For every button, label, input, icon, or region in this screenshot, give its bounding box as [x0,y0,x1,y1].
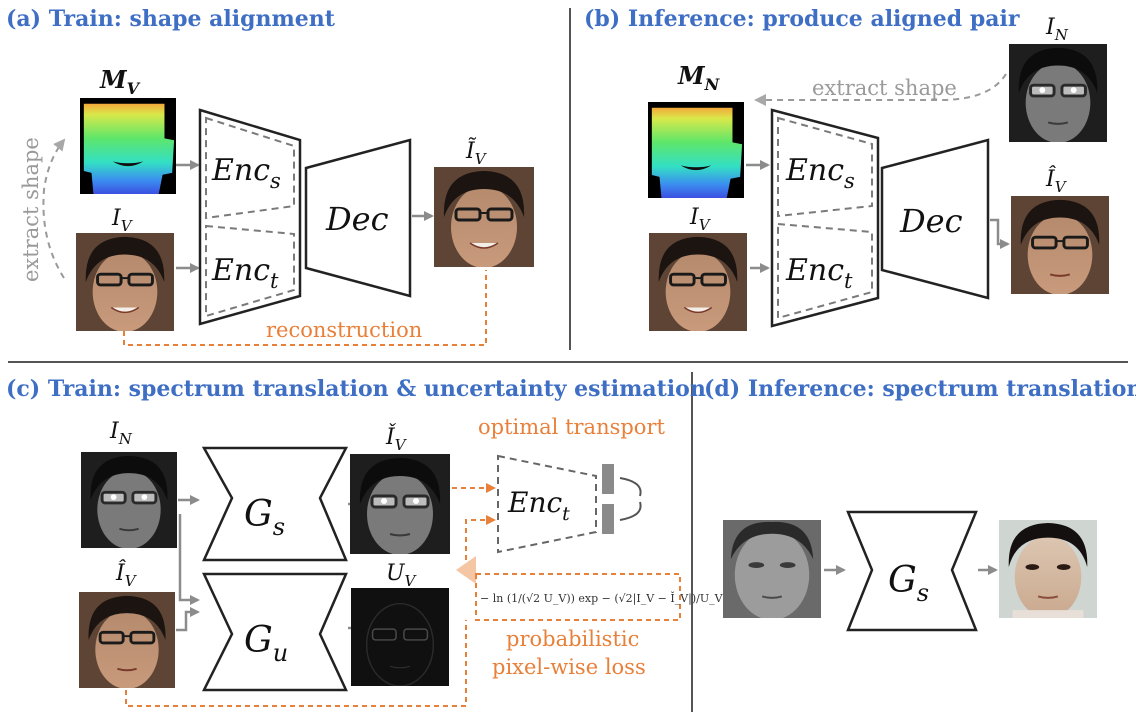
feature-bar-2 [602,504,614,534]
decoder-block [304,138,412,298]
optimal-transport-label: optimal transport [478,415,665,439]
enc-s-label: Encs [211,153,281,193]
loss-formula: − ln (1/(√2 U_V)) exp − (√2|I_V − Ǐ_V|)/… [480,591,724,606]
panel-c-title: (c) Train: spectrum translation & uncert… [6,376,706,402]
gen-u-label: Gu [244,620,288,667]
nir-face-image [1008,44,1108,142]
panel-c: (c) Train: spectrum translation & uncert… [6,376,724,707]
arrow-aligned-to-enct [465,515,496,560]
prob-loss-line1: probabilistic [506,627,639,651]
enc-t-frozen-block [497,454,597,554]
panel-b-title: (b) Inference: produce aligned pair [584,6,1020,32]
uncertainty-map-image [350,588,450,686]
extract-shape-label-b: extract shape [812,76,957,100]
reconstructed-face-image [434,167,534,267]
extract-shape-arrow-b [754,73,1007,106]
output-label: ĨV [465,136,488,168]
enc-s-box [205,116,295,220]
translated-rgb-image-d [998,520,1098,618]
output-label-b: ÎV [1045,165,1068,196]
input-label-b: IV [689,205,712,234]
generator-s-block [201,446,349,562]
reconstruction-label: reconstruction [266,318,422,342]
enc-t-box [205,224,295,318]
extract-shape-label: extract shape [19,137,43,282]
generator-s-block-d [846,510,978,632]
arrow-aligned-to-gu [176,607,200,632]
arrow-dec-to-output-b [990,218,1010,249]
gen-s-label-d: Gs [888,560,929,607]
panel-a: (a) Train: shape alignment MV IV extract… [6,6,534,346]
mask-n-label: MN [677,61,721,94]
visible-face-image-b [648,233,748,331]
encoder-block-b [770,108,880,328]
mask-label: MV [99,65,141,98]
nir-input-image-d [722,520,822,618]
enc-s-label-b: Encs [785,153,855,193]
shape-mask-n-image [648,102,744,198]
enc-t-label-c: Enct [507,486,570,525]
panel-a-title: (a) Train: shape alignment [6,6,336,32]
translated-label: ǏV [385,423,408,454]
encoder-block [198,108,302,326]
loss-formula-box [475,573,681,621]
arrow-nir-to-gu [178,514,200,605]
decoder-block-b [880,138,990,300]
panel-d-title: (d) Inference: spectrum translation [704,376,1136,402]
compare-arc-top [619,477,642,497]
uncert-label: UV [386,561,418,590]
panel-b: (b) Inference: produce aligned pair IN e… [584,6,1110,331]
enc-t-box-b [777,222,873,320]
nir-label-c: IN [109,419,133,448]
aligned-label-c: ÎV [115,559,138,590]
prob-loss-line2: pixel-wise loss [492,655,646,679]
loss-feedback-line [125,620,467,707]
enc-t-label: Enct [211,253,279,293]
input-label: IV [111,206,134,235]
nir-face-image-c [80,452,178,548]
enc-s-box-b [777,116,873,218]
loss-wedge [456,556,476,584]
panel-d: (d) Inference: spectrum translation Gs [704,376,1136,632]
aligned-face-image-c [78,592,176,688]
nir-label: IN [1045,15,1069,44]
translated-face-image [350,454,450,554]
aligned-face-image [1010,196,1110,294]
gen-s-label: Gs [244,494,285,541]
feature-bar-1 [602,464,614,494]
decoder-label: Dec [325,200,389,238]
generator-u-block [201,572,348,692]
compare-arc-bottom [619,501,642,521]
extract-shape-arrow [42,138,66,279]
decoder-label-b: Dec [899,202,963,240]
visible-face-image [76,233,174,331]
shape-mask-image [80,98,176,194]
enc-t-label-b: Enct [785,253,853,293]
